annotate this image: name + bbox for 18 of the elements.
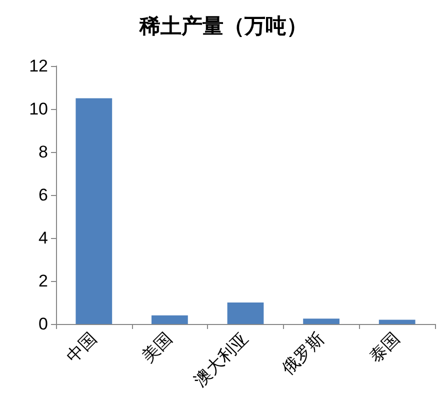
x-tick-label: 澳大利亚: [190, 328, 253, 392]
y-tick-label: 0: [38, 314, 48, 334]
x-tick-label: 中国: [62, 328, 101, 368]
x-tick-label: 泰国: [366, 328, 404, 368]
y-tick-label: 2: [38, 272, 48, 290]
chart-title: 稀土产量（万吨）: [138, 13, 308, 38]
bar: [303, 318, 340, 324]
x-tick-label: 美国: [138, 328, 177, 368]
y-tick-label: 10: [29, 100, 48, 118]
y-tick-label: 8: [38, 142, 48, 162]
bar: [378, 320, 416, 324]
x-tick-label: 俄罗斯: [278, 328, 328, 380]
y-tick-label: 6: [38, 186, 48, 204]
bar: [227, 302, 264, 324]
bar: [76, 98, 112, 324]
y-tick-label: 4: [38, 228, 48, 248]
bar: [152, 315, 188, 324]
y-tick-label: 12: [29, 56, 48, 76]
